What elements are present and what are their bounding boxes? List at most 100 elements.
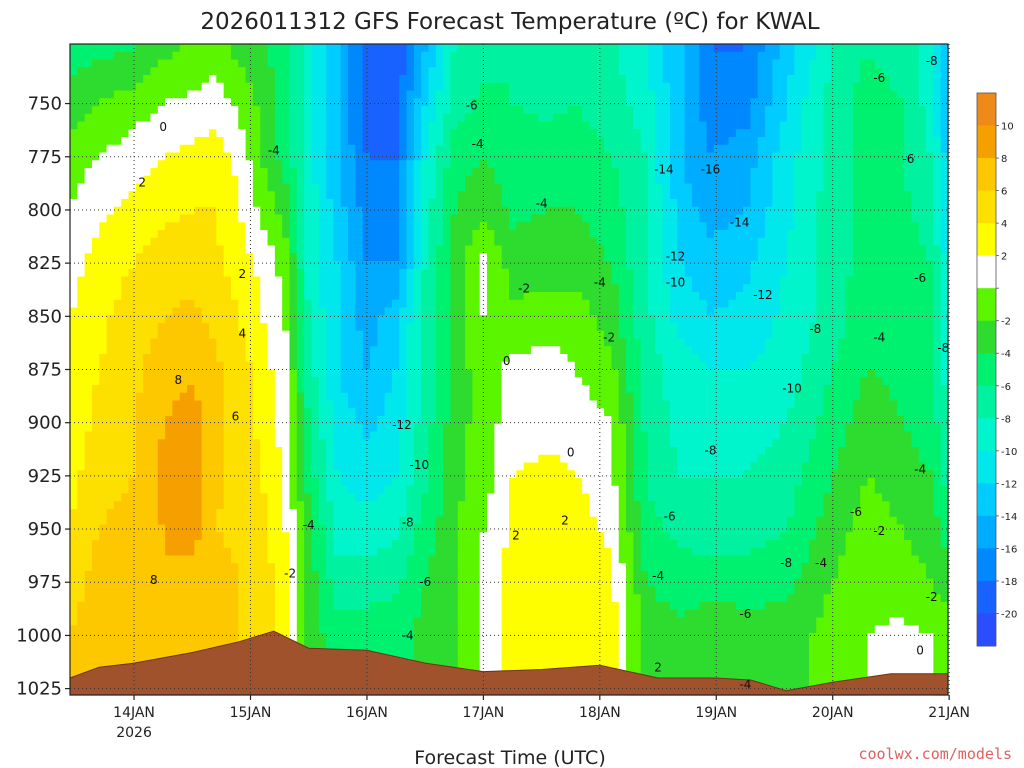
field-cell — [501, 237, 510, 247]
field-cell — [340, 625, 349, 634]
field-cell — [362, 462, 371, 471]
field-cell — [282, 423, 291, 433]
field-cell — [216, 633, 225, 642]
field-cell — [326, 578, 334, 588]
field-cell — [369, 609, 378, 619]
field-cell — [223, 245, 232, 254]
field-cell — [479, 431, 488, 440]
field-cell — [165, 183, 174, 192]
field-cell — [209, 292, 217, 301]
field-cell — [472, 199, 481, 208]
field-cell — [223, 175, 232, 185]
field-cell — [165, 640, 174, 650]
field-cell — [479, 82, 488, 92]
field-cell — [304, 524, 313, 533]
field-cell — [77, 656, 86, 665]
field-cell — [121, 191, 130, 200]
field-cell — [399, 377, 408, 386]
field-cell — [179, 129, 188, 138]
field-cell — [252, 377, 261, 386]
field-cell — [413, 563, 422, 572]
field-cell — [194, 214, 203, 223]
field-cell — [245, 439, 254, 448]
field-cell — [135, 160, 144, 169]
field-cell — [172, 501, 181, 510]
field-cell — [70, 571, 78, 580]
field-cell — [399, 571, 408, 580]
field-cell — [106, 462, 115, 471]
field-cell — [333, 524, 342, 533]
field-cell — [113, 144, 122, 154]
field-cell — [465, 447, 474, 456]
field-cell — [260, 532, 269, 541]
field-cell — [128, 594, 137, 603]
field-cell — [289, 346, 298, 355]
field-cell — [230, 75, 239, 84]
field-cell — [340, 245, 349, 254]
field-cell — [150, 555, 159, 564]
field-cell — [296, 478, 305, 487]
field-cell — [70, 462, 78, 471]
field-cell — [179, 144, 188, 154]
field-cell — [135, 67, 144, 76]
field-cell — [150, 462, 159, 471]
field-cell — [267, 470, 276, 479]
field-cell — [194, 563, 203, 572]
field-cell — [435, 462, 444, 471]
field-cell — [326, 51, 334, 61]
field-cell — [384, 307, 393, 316]
field-cell — [494, 439, 503, 448]
field-cell — [333, 485, 342, 495]
field-cell — [113, 648, 122, 657]
field-cell — [165, 392, 174, 402]
field-cell — [501, 82, 510, 92]
field-cell — [362, 137, 371, 146]
field-cell — [494, 656, 503, 665]
field-cell — [201, 175, 210, 185]
field-cell — [465, 137, 474, 146]
field-cell — [391, 369, 400, 378]
field-cell — [230, 51, 239, 61]
field-cell — [333, 292, 342, 301]
field-cell — [165, 346, 174, 355]
field-cell — [362, 563, 371, 572]
field-cell — [223, 524, 232, 533]
field-cell — [91, 493, 100, 502]
field-cell — [450, 454, 459, 464]
field-cell — [201, 330, 210, 340]
field-cell — [340, 602, 349, 611]
field-cell — [165, 106, 174, 115]
field-cell — [230, 253, 239, 262]
field-cell — [223, 98, 232, 107]
field-cell — [267, 400, 276, 409]
field-cell — [238, 385, 247, 394]
field-cell — [413, 478, 422, 487]
field-cell — [377, 230, 386, 239]
field-cell — [391, 478, 400, 487]
field-cell — [399, 532, 408, 541]
field-cell — [135, 532, 144, 541]
field-cell — [311, 377, 320, 386]
field-cell — [362, 175, 371, 185]
field-cell — [457, 137, 466, 146]
field-cell — [413, 75, 422, 84]
field-cell — [113, 540, 122, 549]
field-cell — [384, 82, 393, 92]
field-cell — [487, 385, 495, 394]
field-cell — [369, 315, 378, 324]
field-cell — [450, 230, 459, 239]
field-cell — [113, 245, 122, 254]
field-cell — [172, 268, 181, 278]
field-cell — [165, 261, 174, 270]
field-cell — [296, 261, 305, 270]
field-cell — [201, 431, 210, 440]
field-cell — [487, 323, 495, 332]
field-cell — [428, 168, 437, 177]
field-cell — [135, 633, 144, 642]
field-cell — [443, 416, 452, 425]
field-cell — [165, 431, 174, 440]
field-cell — [106, 59, 115, 68]
field-cell — [143, 555, 152, 564]
field-cell — [326, 501, 334, 510]
field-cell — [106, 98, 115, 107]
